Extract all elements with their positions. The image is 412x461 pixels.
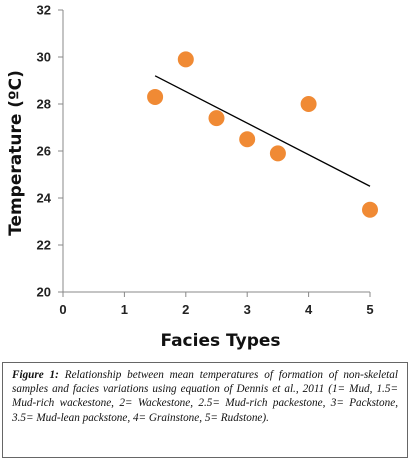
x-tick-label: 5 [366,302,373,317]
y-tick-label: 22 [37,238,51,253]
x-tick-marks [62,292,371,297]
y-tick-labels: 20 22 24 26 28 30 32 [37,3,52,300]
x-tick-label: 4 [305,302,313,317]
data-point [177,51,194,68]
data-point [362,201,378,218]
caption-text: Relationship between mean temperatures o… [12,369,398,424]
data-point [147,88,164,105]
y-tick-label: 32 [37,3,51,18]
data-point [239,131,256,148]
data-point [208,110,225,127]
figure-caption: Figure 1: Relationship between mean temp… [2,362,408,458]
y-tick-label: 28 [37,97,51,112]
x-tick-label: 1 [121,302,128,317]
y-tick-marks [58,9,63,293]
data-point [269,145,286,162]
y-tick-label: 30 [37,50,51,65]
y-tick-label: 26 [37,144,51,159]
x-axis-title: Facies Types [160,331,280,351]
y-tick-label: 24 [37,191,52,206]
data-points [147,51,378,218]
scatter-chart: 20 22 24 26 28 30 32 0 1 2 3 4 5 Facies Types Tempe… [6,3,378,351]
y-axis-title: Temperature (ºC) [6,70,26,236]
y-tick-label: 20 [37,285,51,300]
x-tick-labels: 0 1 2 3 4 5 [59,302,373,317]
x-tick-label: 0 [59,302,66,317]
caption-label: Figure 1: [12,369,59,381]
data-point [300,96,317,112]
x-tick-label: 2 [182,302,189,317]
x-tick-label: 3 [244,302,251,317]
trendline [154,75,371,187]
